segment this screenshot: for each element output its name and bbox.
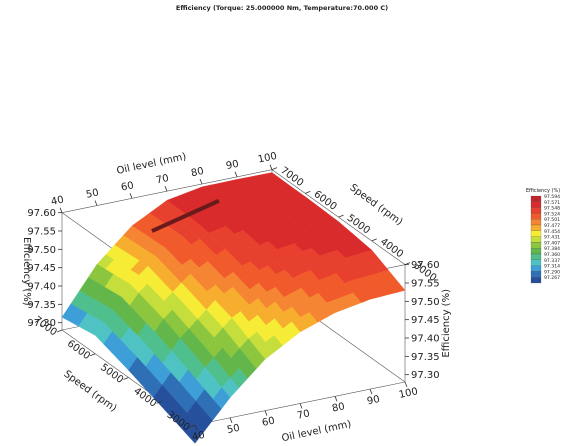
oil-tick-label-front: 100 [398, 386, 419, 401]
legend-swatch [530, 277, 542, 284]
z-tick-label-right: 97.50 [411, 297, 440, 308]
oil-tick-front [264, 410, 268, 416]
legend-level-label: 97.501 [544, 217, 560, 223]
legend-swatch [530, 265, 542, 272]
legend-level-label: 97.290 [544, 269, 560, 275]
legend-swatch [530, 242, 542, 249]
chart-title: Efficiency (Torque: 25.000000 Nm, Temper… [176, 4, 388, 12]
z-axis-label-right: Efficiency (%) [441, 289, 452, 358]
z-axis-label-left: Efficiency (%) [21, 237, 32, 306]
speed-tick-back [338, 214, 344, 218]
legend-level-label: 97.407 [544, 240, 560, 246]
speed-tick-back [305, 191, 311, 194]
oil-tick-back [234, 171, 238, 177]
oil-tick-label-back: 80 [190, 166, 205, 179]
legend-level-label: 97.337 [544, 258, 560, 264]
oil-tick-front [404, 381, 408, 388]
oil-tick-label-front: 60 [261, 416, 276, 429]
oil-axis-label-front: Oil level (mm) [281, 419, 353, 445]
z-tick-label-right: 97.35 [411, 352, 440, 363]
legend-swatch [530, 224, 542, 231]
oil-tick-front [229, 417, 233, 423]
speed-tick-front [189, 424, 196, 428]
speed-tick-front [90, 353, 96, 357]
oil-tick-back [129, 193, 133, 199]
legend-level-label: 97.360 [544, 252, 560, 258]
oil-tick-back [269, 164, 273, 170]
z-tick-label-right: 97.60 [411, 260, 440, 271]
oil-tick-back [199, 178, 203, 185]
speed-tick-back [371, 238, 377, 242]
z-tick-label-left: 97.40 [27, 282, 56, 293]
legend-swatch [530, 213, 542, 220]
legend-level-label: 97.267 [544, 275, 560, 281]
legend-swatch [530, 271, 542, 278]
legend-swatch [530, 201, 542, 208]
oil-tick-label-front: 40 [191, 430, 206, 443]
z-tick-label-right: 97.30 [411, 370, 440, 381]
speed-tick-back [404, 262, 411, 266]
oil-tick-label-back: 50 [85, 187, 100, 200]
z-tick-label-left: 97.30 [27, 318, 56, 329]
speed-tick-front [156, 400, 162, 404]
color-legend: Efficiency (%)97.59497.57197.54897.52497… [526, 188, 560, 284]
legend-level-label: 97.384 [544, 246, 560, 252]
legend-level-label: 97.594 [544, 194, 560, 200]
z-tick-label-right: 97.40 [411, 334, 440, 345]
oil-tick-label-back: 40 [50, 195, 65, 208]
ridge-line [151, 198, 220, 233]
legend-level-label: 97.548 [544, 206, 560, 212]
oil-tick-label-front: 70 [296, 408, 311, 421]
legend-swatch [530, 219, 542, 226]
oil-tick-back [59, 207, 63, 213]
legend-swatch [530, 248, 542, 255]
legend-level-label: 97.571 [544, 200, 560, 206]
legend-title: Efficiency (%) [526, 188, 560, 194]
oil-tick-front [299, 403, 303, 409]
z-tick-label-left: 97.45 [27, 263, 56, 274]
z-tick-label-right: 97.55 [411, 279, 440, 290]
z-tick-label-right: 97.45 [411, 315, 440, 326]
oil-tick-label-back: 100 [257, 151, 278, 166]
oil-tick-label-front: 50 [226, 423, 241, 436]
oil-tick-label-back: 60 [120, 180, 135, 193]
oil-tick-label-front: 80 [331, 401, 346, 414]
oil-tick-back [94, 200, 98, 206]
oil-tick-front [369, 389, 373, 395]
oil-axis-label-back: Oil level (mm) [116, 151, 188, 177]
speed-tick-back [271, 167, 278, 171]
legend-level-label: 97.477 [544, 223, 560, 229]
z-tick-label-left: 97.55 [27, 227, 56, 238]
legend-swatch [530, 253, 542, 260]
legend-swatch [530, 207, 542, 214]
oil-tick-front [334, 396, 338, 402]
speed-tick-front [56, 329, 63, 333]
legend-level-label: 97.431 [544, 235, 560, 241]
z-tick-label-left: 97.60 [27, 208, 56, 219]
legend-level-label: 97.454 [544, 229, 560, 235]
legend-level-label: 97.524 [544, 211, 560, 217]
legend-swatch [530, 259, 542, 266]
legend-level-label: 97.314 [544, 264, 560, 270]
oil-tick-front [194, 424, 198, 431]
oil-tick-label-back: 90 [225, 159, 240, 172]
legend-swatch [530, 230, 542, 237]
z-tick-label-left: 97.35 [27, 300, 56, 311]
ridge-highlight [151, 198, 220, 233]
oil-tick-back [164, 186, 168, 192]
oil-tick-label-front: 90 [366, 394, 381, 407]
z-tick-label-left: 97.50 [27, 245, 56, 256]
legend-swatch [530, 195, 542, 202]
surface-mesh [61, 172, 406, 444]
oil-tick-label-back: 70 [155, 173, 170, 186]
legend-swatch [530, 236, 542, 243]
speed-tick-front [123, 377, 129, 380]
